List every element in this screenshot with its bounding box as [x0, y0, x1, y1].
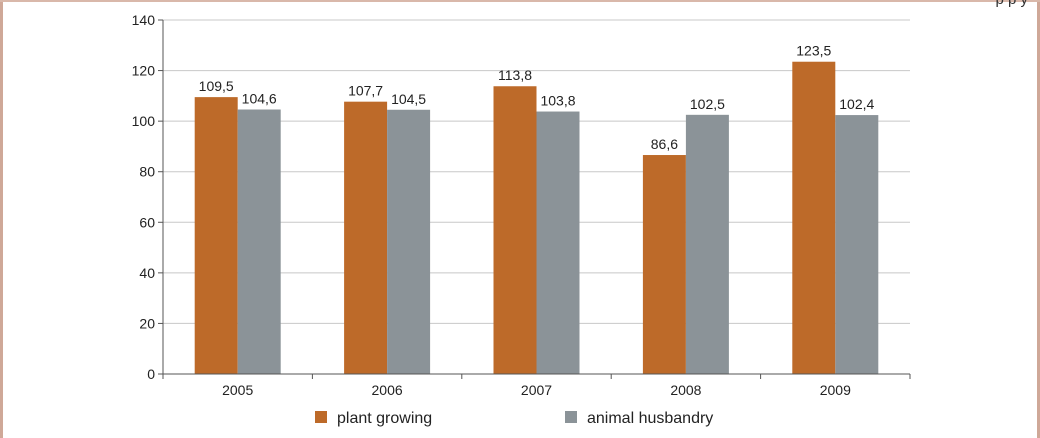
x-tick-label-2005: 2005 — [222, 382, 253, 398]
data-label-animal-husbandry-2007: 103,8 — [540, 93, 575, 109]
y-tick-label: 100 — [132, 113, 156, 129]
axes: 0 20 40 60 80 100 120 140 2005 2006 2007 2008 2009 — [132, 12, 911, 398]
y-tick-label: 40 — [139, 265, 155, 281]
legend-swatch-animal-husbandry — [565, 411, 577, 423]
frame-border-left — [0, 0, 3, 438]
gridlines — [163, 19, 910, 324]
x-tick-label-2008: 2008 — [670, 382, 701, 398]
y-tick-label: 0 — [147, 366, 155, 382]
bar-plant-growing-2005 — [194, 97, 238, 374]
data-label-plant-growing-2006: 107,7 — [348, 83, 383, 99]
frame-border-top — [0, 0, 1040, 2]
cropped-caption-text: p p y — [995, 0, 1028, 8]
bar-animal-husbandry-2005 — [237, 109, 281, 375]
legend-swatch-plant-growing — [315, 411, 327, 423]
data-label-plant-growing-2005: 109,5 — [199, 78, 234, 94]
y-tick-label: 80 — [139, 164, 155, 180]
bar-animal-husbandry-2008 — [685, 114, 729, 375]
data-label-animal-husbandry-2005: 104,6 — [242, 91, 277, 107]
data-label-animal-husbandry-2009: 102,4 — [839, 96, 874, 112]
x-tick-label-2007: 2007 — [521, 382, 552, 398]
data-label-plant-growing-2008: 86,6 — [651, 136, 678, 152]
y-tick-label: 120 — [132, 63, 156, 79]
y-tick-label: 140 — [132, 12, 156, 28]
legend: plant growing animal husbandry — [315, 410, 713, 427]
data-labels: 109,5 104,6 107,7 104,5 113,8 103,8 86,6 102,5 1… — [199, 43, 875, 152]
y-tick-label: 20 — [139, 315, 155, 331]
data-label-plant-growing-2009: 123,5 — [796, 43, 831, 59]
legend-label-plant-growing: plant growing — [337, 410, 432, 427]
x-tick-label-2009: 2009 — [820, 382, 851, 398]
data-label-animal-husbandry-2008: 102,5 — [690, 96, 725, 112]
bar-plant-growing-2007 — [493, 86, 537, 375]
data-label-animal-husbandry-2006: 104,5 — [391, 91, 426, 107]
legend-label-animal-husbandry: animal husbandry — [587, 410, 713, 427]
y-tick-label: 60 — [139, 214, 155, 230]
bars — [194, 61, 879, 375]
bar-plant-growing-2008 — [642, 155, 686, 374]
x-tick-label-2006: 2006 — [372, 382, 403, 398]
bar-plant-growing-2006 — [344, 101, 388, 375]
bar-animal-husbandry-2009 — [835, 115, 879, 375]
bar-plant-growing-2009 — [792, 61, 836, 374]
data-label-plant-growing-2007: 113,8 — [498, 67, 532, 83]
frame-border-right — [1037, 0, 1040, 438]
bar-animal-husbandry-2006 — [387, 109, 431, 374]
bar-animal-husbandry-2007 — [536, 111, 580, 374]
